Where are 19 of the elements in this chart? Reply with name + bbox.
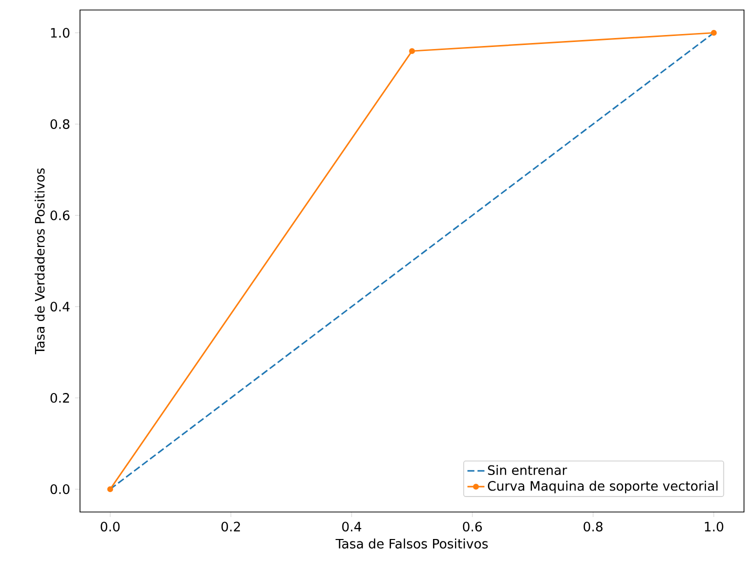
point [107,486,114,492]
y-axis-title: Tasa de Verdaderos Positivos [34,168,45,354]
x-tick-label: 0.2 [221,522,240,532]
x-axis-title: Tasa de Falsos Positivos [336,538,488,549]
x-tick-label: 0.0 [100,522,120,532]
y-tick-label: 0.8 [50,119,70,129]
y-tick-label: 0.0 [50,484,70,494]
point [710,30,717,36]
x-tick-label: 0.4 [342,522,362,532]
x-tick-label: 1.0 [704,522,724,532]
y-tick-label: 1.0 [51,28,70,38]
legend-label: Curva Maquina de soporte vectorial [488,480,718,494]
legend-label: Sin entrenar [488,465,568,476]
y-tick-label: 0.6 [50,210,70,220]
point [409,48,415,54]
x-tick-label: 0.6 [462,522,482,532]
y-tick-label: 0.2 [50,393,69,403]
x-tick-label: 0.8 [584,522,603,532]
y-tick-label: 0.4 [50,302,70,312]
